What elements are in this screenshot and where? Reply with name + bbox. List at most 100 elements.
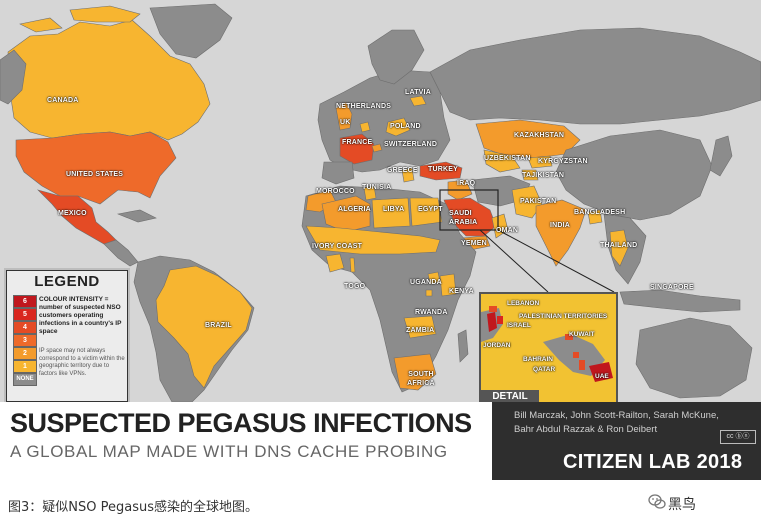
label-france: FRANCE: [342, 139, 373, 146]
france-shape: [339, 133, 375, 165]
australia-shape: [635, 317, 753, 399]
legend-swatch-6: 6: [13, 295, 37, 308]
legend-title: LEGEND: [34, 273, 100, 290]
detail-palestinian-territories: [497, 316, 503, 324]
label-morocco: MOROCCO: [316, 188, 355, 195]
indonesia-shape: [619, 289, 741, 313]
russia-shape: [429, 27, 761, 125]
label-togo: TOGO: [344, 283, 366, 290]
rwanda-shape: [425, 289, 433, 297]
detail-bahrain: [573, 352, 579, 358]
label-pakistan: PAKISTAN: [520, 198, 557, 205]
label-yemen: YEMEN: [461, 240, 487, 247]
uk-shape: [335, 101, 353, 131]
label-tajikistan: TAJIKISTAN: [522, 172, 565, 179]
world-map: CANADA UNITED STATES MEXICO BRAZIL NETHE…: [0, 0, 761, 402]
china-shape: [555, 129, 713, 221]
legend-swatch-4: 4: [13, 321, 37, 334]
scandinavia-shape: [367, 29, 425, 85]
detail-tag: DETAIL: [481, 390, 539, 402]
zambia-shape: [403, 315, 437, 339]
label-ivory-coast: IVORY COAST: [312, 243, 363, 250]
label-singapore: SINGAPORE: [650, 284, 694, 291]
uzbekistan-shape: [483, 149, 521, 173]
label-uganda: UGANDA: [410, 279, 442, 286]
brand-label: 黑鸟: [668, 497, 696, 513]
madagascar-shape: [457, 329, 469, 363]
brazil-shape: [155, 265, 253, 389]
latvia-shape: [409, 95, 427, 107]
sub-title: A GLOBAL MAP MADE WITH DNS CACHE PROBING: [10, 442, 448, 461]
label-zambia: ZAMBIA: [406, 327, 435, 334]
label-mexico: MEXICO: [58, 210, 87, 217]
legend-panel: LEGEND 6 5 4 3 2 1 NONE COLOUR INTENSITY…: [6, 270, 128, 402]
detail-region-box: [439, 189, 499, 231]
kyrgyzstan-shape: [527, 155, 553, 169]
caribbean-shape: [116, 209, 157, 223]
label-iraq: IRAQ: [457, 180, 476, 187]
tajikistan-shape: [521, 169, 539, 181]
greenland-shape: [149, 3, 233, 59]
label-latvia: LATVIA: [405, 89, 431, 96]
detail-inset: LEBANON PALESTINIAN TERRITORIES ISRAEL J…: [479, 292, 618, 402]
label-kyrgyzstan: KYRGYZSTAN: [538, 158, 588, 165]
libya-shape: [371, 197, 411, 229]
west-africa-belt-shape: [305, 225, 441, 255]
label-netherlands: NETHERLANDS: [336, 103, 392, 110]
japan-shape: [709, 135, 733, 177]
south-africa-shape: [393, 353, 437, 391]
caption-area: [0, 480, 761, 526]
ivory-coast-shape: [325, 253, 345, 273]
label-rwanda: RWANDA: [415, 309, 448, 316]
label-south-africa: SOUTH AFRICA: [407, 371, 435, 387]
united-states-shape: [15, 131, 177, 205]
detail-lebanon: [489, 306, 497, 312]
label-canada: CANADA: [47, 97, 79, 104]
oman-shape: [491, 213, 509, 239]
label-bangladesh: BANGLADESH: [574, 209, 626, 216]
authors-line-1: Bill Marczak, John Scott-Railton, Sarah …: [514, 410, 719, 421]
figure-caption: 图3：疑似NSO Pegasus感染的全球地图。: [8, 500, 258, 515]
detail-connector-left: [479, 229, 549, 293]
label-egypt: EGYPT: [418, 206, 443, 213]
label-poland: POLAND: [390, 123, 421, 130]
algeria-shape: [321, 195, 371, 233]
canada-north-islands: [19, 5, 141, 33]
detail-label-palestinian-territories: PALESTINIAN TERRITORIES: [519, 313, 608, 320]
detail-qatar: [579, 360, 585, 370]
label-kazakhstan: KAZAKHSTAN: [514, 132, 565, 139]
bangladesh-shape: [587, 209, 603, 225]
legend-description: COLOUR INTENSITY = number of suspected N…: [39, 296, 122, 335]
thailand-shape: [609, 229, 629, 267]
detail-israel: [487, 312, 497, 332]
legend-swatch-1: 1: [13, 360, 37, 373]
label-uk: UK: [340, 119, 351, 126]
credit-box: [492, 402, 761, 480]
label-united-states: UNITED STATES: [66, 171, 124, 178]
alaska-shape: [0, 49, 27, 105]
map-canvas: [0, 0, 761, 402]
label-greece: GREECE: [387, 167, 418, 174]
detail-label-qatar: QATAR: [533, 366, 556, 373]
netherlands-shape: [359, 121, 371, 133]
kenya-shape: [439, 273, 457, 297]
label-kenya: KENYA: [449, 288, 474, 295]
label-saudi-arabia: SAUDI ARABIA: [449, 210, 478, 226]
tunisia-shape: [363, 185, 377, 201]
label-thailand: THAILAND: [600, 242, 638, 249]
detail-label-uae: UAE: [595, 373, 609, 380]
main-title: SUSPECTED PEGASUS INFECTIONS: [10, 408, 472, 438]
legend-swatch-5: 5: [13, 308, 37, 321]
label-oman: OMAN: [496, 227, 519, 234]
turkey-shape: [419, 161, 463, 181]
canada-shape: [7, 19, 211, 141]
label-india: INDIA: [550, 222, 571, 229]
legend-note: IP space may not always correspond to a …: [39, 348, 125, 377]
label-brazil: BRAZIL: [205, 322, 232, 329]
label-tunisia: TUNISIA: [362, 184, 392, 191]
detail-label-israel: ISRAEL: [507, 322, 531, 329]
org-label: CITIZEN LAB 2018: [563, 451, 743, 473]
detail-connector-right: [497, 229, 615, 293]
detail-map: [481, 294, 616, 402]
